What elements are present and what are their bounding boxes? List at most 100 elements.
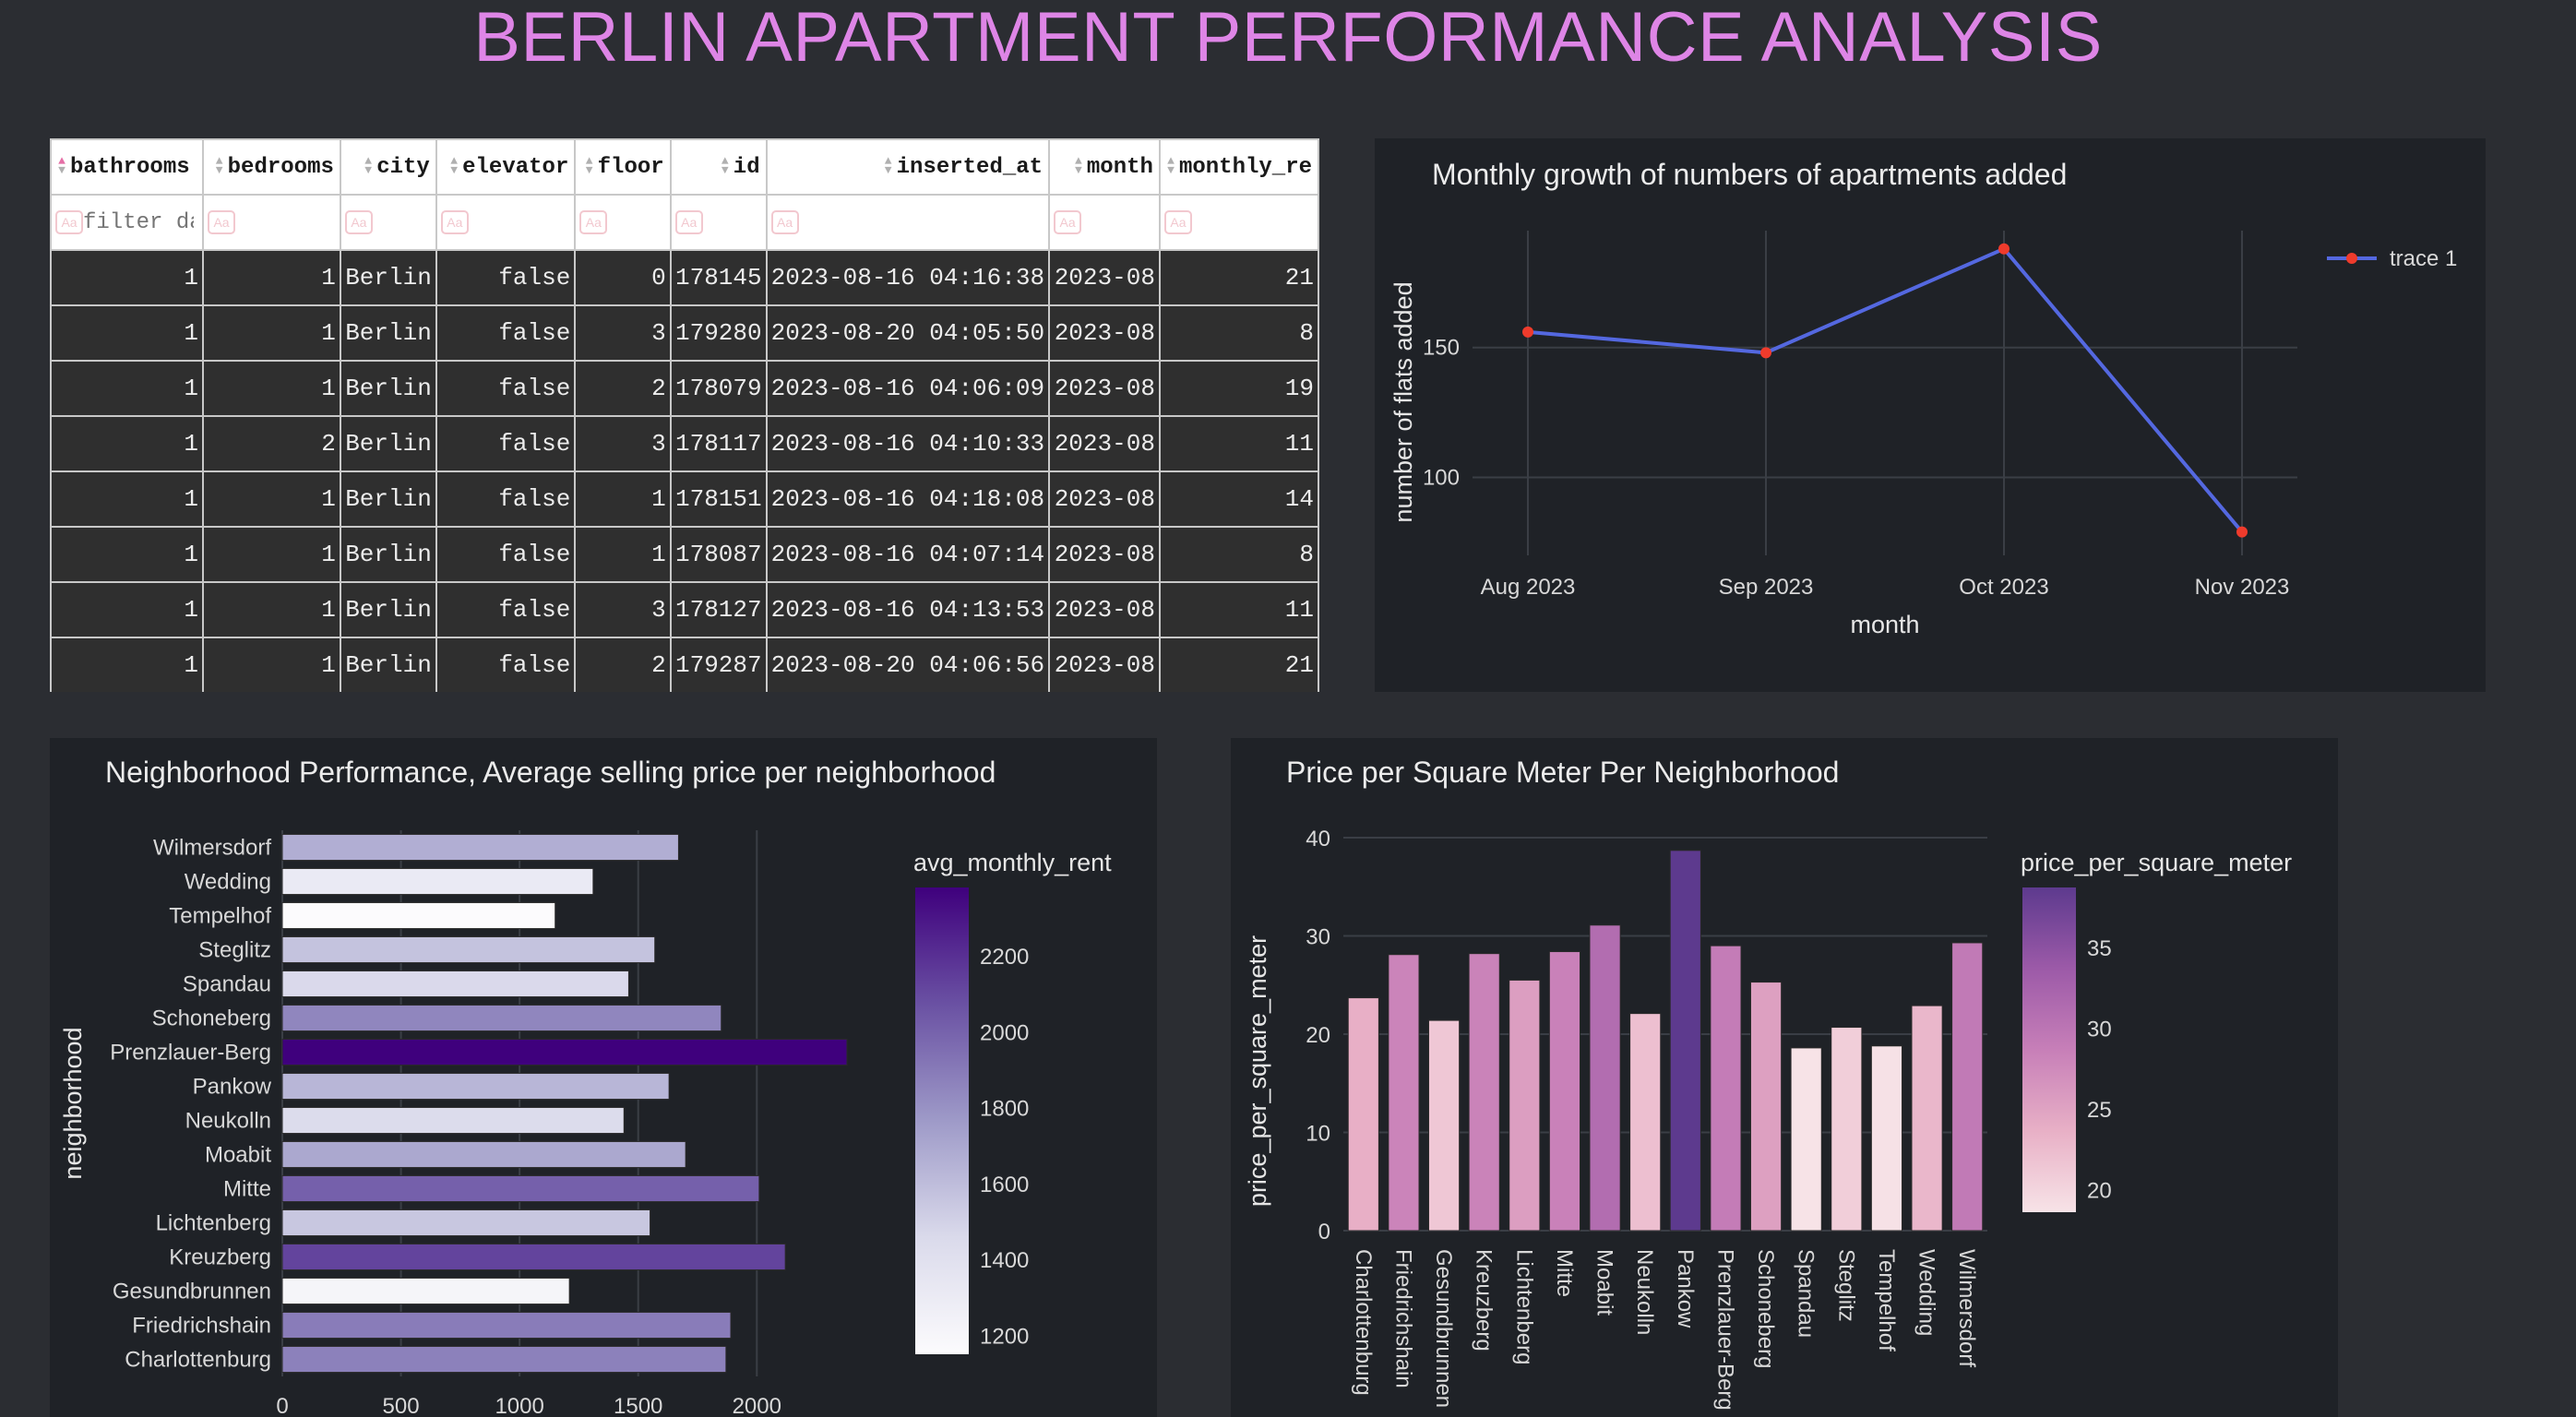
table-cell-inserted_at[interactable]: 2023-08-16 04:13:53	[765, 581, 1051, 638]
table-cell-bathrooms[interactable]: 1	[50, 415, 204, 472]
table-cell-floor[interactable]: 2	[574, 360, 672, 417]
table-cell-month[interactable]: 2023-08	[1048, 415, 1161, 472]
table-cell-inserted_at[interactable]: 2023-08-16 04:06:09	[765, 360, 1051, 417]
column-header-city[interactable]: ▲ ▼ city	[339, 138, 437, 196]
table-cell-city[interactable]: Berlin	[339, 304, 437, 362]
table-cell-city[interactable]: Berlin	[339, 249, 437, 306]
table-cell-floor[interactable]: 3	[574, 415, 672, 472]
table-cell-month[interactable]: 2023-08	[1048, 526, 1161, 583]
column-header-bathrooms[interactable]: ▲ ▼ bathrooms	[50, 138, 204, 196]
table-cell-month[interactable]: 2023-08	[1048, 249, 1161, 306]
sort-icon[interactable]: ▲ ▼	[58, 154, 66, 178]
table-cell-monthly_re[interactable]: 11	[1158, 581, 1319, 638]
table-cell-elevator[interactable]: false	[435, 415, 577, 472]
table-cell-monthly_re[interactable]: 14	[1158, 470, 1319, 528]
column-header-id[interactable]: ▲ ▼ id	[669, 138, 768, 196]
table-cell-id[interactable]: 178145	[669, 249, 768, 306]
table-cell-month[interactable]: 2023-08	[1048, 360, 1161, 417]
table-cell-elevator[interactable]: false	[435, 526, 577, 583]
sort-icon[interactable]: ▲ ▼	[884, 154, 892, 178]
table-cell-bathrooms[interactable]: 1	[50, 249, 204, 306]
table-cell-elevator[interactable]: false	[435, 637, 577, 692]
table-row[interactable]: 1 1 Berlin false 3 179280 2023-08-20 04:05:50 2…	[50, 304, 1319, 362]
sort-icon[interactable]: ▲ ▼	[585, 154, 593, 178]
column-header-month[interactable]: ▲ ▼ month	[1048, 138, 1161, 196]
table-cell-city[interactable]: Berlin	[339, 360, 437, 417]
case-sensitive-icon[interactable]: Aa	[1163, 210, 1192, 234]
table-cell-floor[interactable]: 3	[574, 304, 672, 362]
table-row[interactable]: 1 1 Berlin false 3 178127 2023-08-16 04:13:53 2…	[50, 581, 1319, 638]
table-cell-city[interactable]: Berlin	[339, 470, 437, 528]
table-cell-id[interactable]: 178127	[669, 581, 768, 638]
sort-icon[interactable]: ▲ ▼	[215, 154, 223, 178]
sort-icon[interactable]: ▲ ▼	[364, 154, 373, 178]
case-sensitive-icon[interactable]: Aa	[770, 210, 799, 234]
case-sensitive-icon[interactable]: Aa	[208, 210, 235, 234]
table-row[interactable]: 1 2 Berlin false 3 178117 2023-08-16 04:10:33 2…	[50, 415, 1319, 472]
table-cell-bedrooms[interactable]: 1	[202, 637, 341, 692]
table-cell-bedrooms[interactable]: 1	[202, 249, 341, 306]
table-cell-inserted_at[interactable]: 2023-08-20 04:05:50	[765, 304, 1051, 362]
table-cell-elevator[interactable]: false	[435, 581, 577, 638]
table-cell-bathrooms[interactable]: 1	[50, 470, 204, 528]
table-cell-month[interactable]: 2023-08	[1048, 581, 1161, 638]
table-cell-bathrooms[interactable]: 1	[50, 304, 204, 362]
table-cell-monthly_re[interactable]: 19	[1158, 360, 1319, 417]
table-cell-elevator[interactable]: false	[435, 304, 577, 362]
table-cell-inserted_at[interactable]: 2023-08-16 04:07:14	[765, 526, 1051, 583]
column-header-bedrooms[interactable]: ▲ ▼ bedrooms	[202, 138, 341, 196]
case-sensitive-icon[interactable]: Aa	[579, 210, 608, 234]
table-cell-monthly_re[interactable]: 8	[1158, 304, 1319, 362]
case-sensitive-icon[interactable]: Aa	[55, 210, 83, 234]
case-sensitive-icon[interactable]: Aa	[440, 210, 469, 234]
table-cell-month[interactable]: 2023-08	[1048, 470, 1161, 528]
table-cell-bedrooms[interactable]: 1	[202, 360, 341, 417]
table-cell-elevator[interactable]: false	[435, 249, 577, 306]
table-cell-bathrooms[interactable]: 1	[50, 526, 204, 583]
column-header-floor[interactable]: ▲ ▼ floor	[574, 138, 672, 196]
table-cell-monthly_re[interactable]: 11	[1158, 415, 1319, 472]
table-cell-bathrooms[interactable]: 1	[50, 360, 204, 417]
table-cell-monthly_re[interactable]: 21	[1158, 637, 1319, 692]
case-sensitive-icon[interactable]: Aa	[344, 210, 373, 234]
table-cell-bedrooms[interactable]: 2	[202, 415, 341, 472]
table-cell-floor[interactable]: 1	[574, 470, 672, 528]
sort-icon[interactable]: ▲ ▼	[1075, 154, 1082, 178]
table-cell-elevator[interactable]: false	[435, 360, 577, 417]
table-cell-id[interactable]: 178151	[669, 470, 768, 528]
column-header-monthly_re[interactable]: ▲ ▼ monthly_re	[1158, 138, 1319, 196]
table-cell-bedrooms[interactable]: 1	[202, 581, 341, 638]
table-cell-floor[interactable]: 1	[574, 526, 672, 583]
table-cell-monthly_re[interactable]: 8	[1158, 526, 1319, 583]
table-cell-id[interactable]: 178117	[669, 415, 768, 472]
table-cell-city[interactable]: Berlin	[339, 415, 437, 472]
table-cell-bedrooms[interactable]: 1	[202, 304, 341, 362]
table-cell-inserted_at[interactable]: 2023-08-20 04:06:56	[765, 637, 1051, 692]
filter-input[interactable]	[83, 209, 194, 235]
table-cell-inserted_at[interactable]: 2023-08-16 04:18:08	[765, 470, 1051, 528]
table-cell-month[interactable]: 2023-08	[1048, 637, 1161, 692]
table-cell-month[interactable]: 2023-08	[1048, 304, 1161, 362]
column-header-elevator[interactable]: ▲ ▼ elevator	[435, 138, 577, 196]
table-cell-city[interactable]: Berlin	[339, 637, 437, 692]
table-row[interactable]: 1 1 Berlin false 1 178151 2023-08-16 04:18:08 2…	[50, 470, 1319, 528]
table-cell-floor[interactable]: 3	[574, 581, 672, 638]
table-cell-floor[interactable]: 0	[574, 249, 672, 306]
table-cell-bedrooms[interactable]: 1	[202, 526, 341, 583]
table-cell-inserted_at[interactable]: 2023-08-16 04:10:33	[765, 415, 1051, 472]
table-cell-monthly_re[interactable]: 21	[1158, 249, 1319, 306]
case-sensitive-icon[interactable]: Aa	[1054, 210, 1082, 234]
column-header-inserted_at[interactable]: ▲ ▼ inserted_at	[765, 138, 1051, 196]
case-sensitive-icon[interactable]: Aa	[674, 210, 703, 234]
table-cell-inserted_at[interactable]: 2023-08-16 04:16:38	[765, 249, 1051, 306]
table-cell-city[interactable]: Berlin	[339, 581, 437, 638]
table-row[interactable]: 1 1 Berlin false 2 178079 2023-08-16 04:06:09 2…	[50, 360, 1319, 417]
table-row[interactable]: 1 1 Berlin false 1 178087 2023-08-16 04:07:14 2…	[50, 526, 1319, 583]
data-table-panel[interactable]: ▲ ▼ bathrooms ▲ ▼ bedrooms ▲ ▼ city ▲ ▼ elevator ▲ ▼ f…	[50, 138, 1319, 692]
table-cell-elevator[interactable]: false	[435, 470, 577, 528]
table-cell-id[interactable]: 179280	[669, 304, 768, 362]
table-cell-bedrooms[interactable]: 1	[202, 470, 341, 528]
table-row[interactable]: 1 1 Berlin false 0 178145 2023-08-16 04:16:38 2…	[50, 249, 1319, 306]
table-row[interactable]: 1 1 Berlin false 2 179287 2023-08-20 04:06:56 2…	[50, 637, 1319, 692]
table-cell-id[interactable]: 179287	[669, 637, 768, 692]
